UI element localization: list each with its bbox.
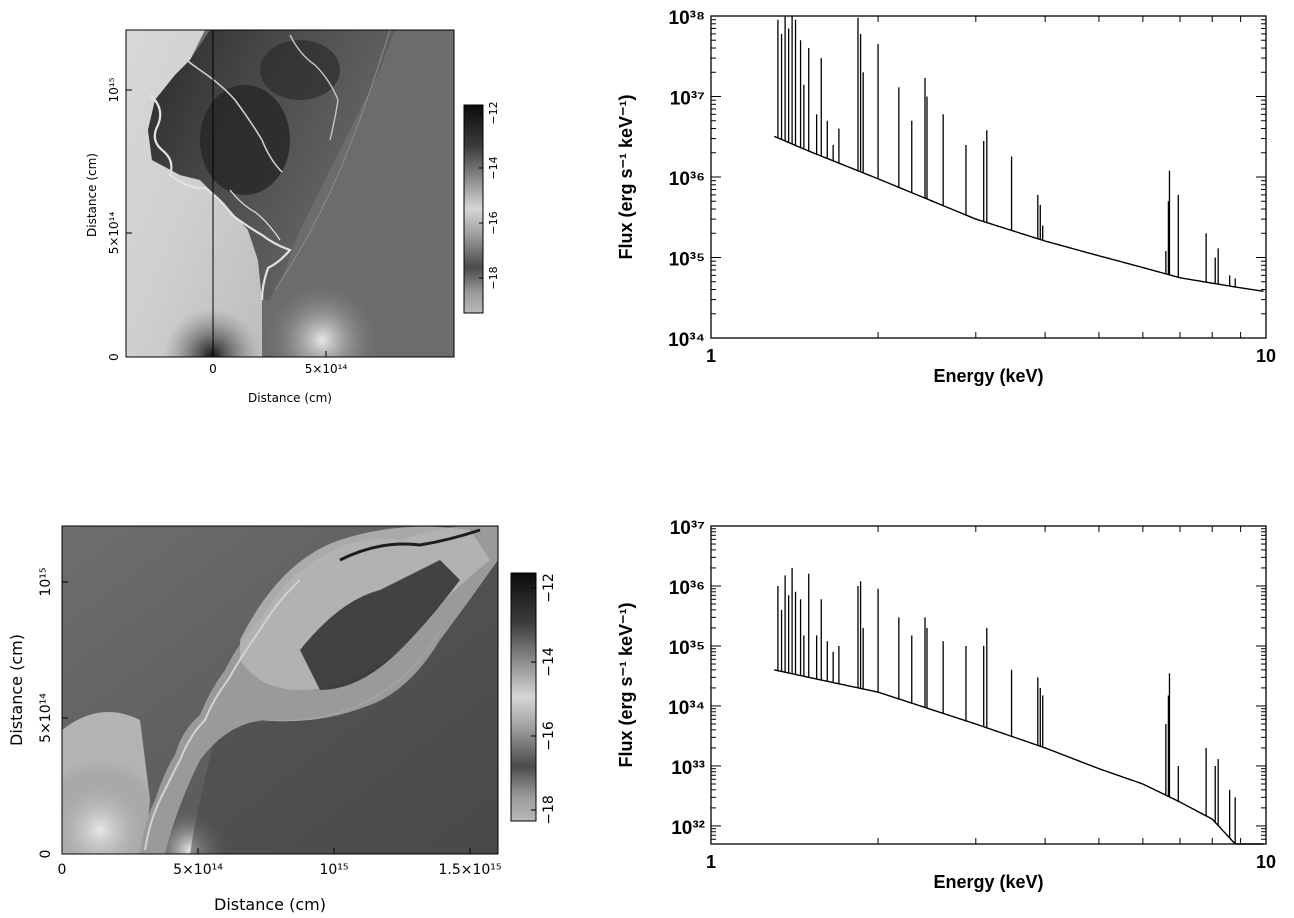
sim-map-top-x-ticks: 0 5×10¹⁴	[209, 351, 347, 376]
x-tick-label: 10	[1256, 852, 1276, 872]
y-tick-label: 10³⁸	[669, 8, 705, 29]
sim-bottom-cbar-tick-2: −16	[541, 721, 557, 751]
sim-map-bottom-y-ticks: 0 5×10¹⁴ 10¹⁵	[38, 567, 68, 858]
sim-top-ytick-0: 0	[107, 353, 121, 361]
sim-top-xtick-0: 0	[209, 362, 217, 376]
x-axis-title: Energy (keV)	[933, 872, 1043, 892]
continuum-line	[774, 669, 1264, 845]
y-tick-label: 10³⁷	[670, 89, 705, 110]
x-tick-label: 10	[1256, 346, 1276, 366]
sim-top-xlabel: Distance (cm)	[248, 391, 332, 405]
sim-bottom-xtick-3: 1.5×10¹⁵	[438, 862, 501, 878]
x-tick-label: 1	[706, 852, 716, 872]
sim-bottom-xtick-1: 5×10¹⁴	[173, 862, 223, 878]
x-axis-title: Energy (keV)	[933, 366, 1043, 386]
sim-map-top-colorbar: −12 −14 −16 −18	[463, 101, 500, 314]
spectrum-top: 10³⁴ 10³⁵ 10³⁶ 10³⁷ 10³⁸ 1 10 Energy (keV) Flux …	[616, 8, 1276, 386]
sim-top-cbar-tick-0: −12	[487, 101, 500, 124]
sim-bottom-ytick-0: 0	[38, 850, 54, 859]
sim-bottom-ytick-2: 10¹⁵	[38, 567, 54, 596]
y-tick-label: 10³⁵	[669, 638, 705, 659]
sim-top-ytick-2: 10¹⁵	[107, 77, 121, 102]
sim-map-bottom-x-ticks: 0 5×10¹⁴ 10¹⁵ 1.5×10¹⁵	[58, 848, 502, 878]
x-tick-label: 1	[706, 346, 716, 366]
sim-bottom-cbar-tick-3: −18	[541, 795, 557, 825]
sim-map-top-image	[126, 30, 454, 357]
y-tick-label: 10³⁶	[669, 578, 705, 599]
sim-bottom-ytick-1: 5×10¹⁴	[38, 693, 54, 743]
sim-bottom-cbar-tick-1: −14	[541, 647, 557, 677]
sim-map-top: 0 5×10¹⁴ 0 5×10¹⁴ 10¹⁵ Distance (cm) Dis…	[85, 29, 500, 405]
y-tick-label: 10³²	[671, 818, 705, 839]
y-tick-label: 10³⁴	[668, 698, 705, 719]
sim-top-cbar-tick-3: −18	[487, 266, 500, 289]
sim-top-ylabel: Distance (cm)	[85, 153, 99, 237]
spectrum-frame	[710, 525, 1267, 845]
sim-top-cbar-tick-2: −16	[487, 211, 500, 234]
continuum-line	[773, 135, 1264, 293]
sim-bottom-ylabel: Distance (cm)	[7, 634, 26, 746]
sim-top-xtick-1: 5×10¹⁴	[305, 362, 348, 376]
y-tick-label: 10³⁴	[668, 330, 705, 351]
y-axis-title: Flux (erg s⁻¹ keV⁻¹)	[616, 94, 636, 259]
y-tick-label: 10³⁷	[670, 518, 705, 539]
sim-top-cbar-tick-1: −14	[487, 156, 500, 179]
sim-bottom-xtick-0: 0	[58, 862, 67, 878]
sim-bottom-cbar-tick-0: −12	[541, 573, 557, 603]
y-axis-title: Flux (erg s⁻¹ keV⁻¹)	[616, 602, 636, 767]
sim-map-top-y-ticks: 0 5×10¹⁴ 10¹⁵	[107, 77, 132, 361]
y-tick-label: 10³³	[671, 758, 705, 779]
spectrum-frame	[710, 15, 1267, 339]
sim-top-ytick-1: 5×10¹⁴	[107, 212, 121, 255]
spectrum-bottom: 10³² 10³³ 10³⁴ 10³⁵ 10³⁶ 10³⁷ 1 10 Energy (keV) F…	[616, 518, 1276, 892]
sim-bottom-xtick-2: 10¹⁵	[319, 862, 348, 878]
sim-map-bottom-image	[62, 526, 498, 854]
sim-map-bottom: 0 5×10¹⁴ 10¹⁵ 1.5×10¹⁵ 0 5×10¹⁴ 10¹⁵ Dis…	[7, 525, 557, 914]
y-tick-label: 10³⁶	[669, 169, 705, 190]
y-tick-label: 10³⁵	[669, 250, 705, 271]
sim-map-bottom-colorbar: −12 −14 −16 −18	[510, 572, 557, 825]
sim-bottom-xlabel: Distance (cm)	[214, 895, 326, 914]
